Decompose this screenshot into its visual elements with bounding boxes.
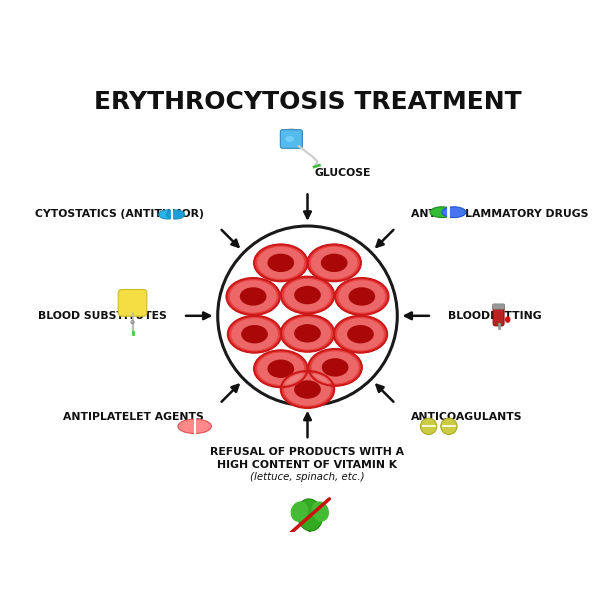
Ellipse shape bbox=[254, 350, 308, 387]
Ellipse shape bbox=[240, 287, 266, 306]
Ellipse shape bbox=[294, 286, 321, 304]
Ellipse shape bbox=[226, 278, 280, 315]
Ellipse shape bbox=[281, 277, 334, 313]
Ellipse shape bbox=[290, 501, 308, 521]
Ellipse shape bbox=[294, 324, 321, 343]
Circle shape bbox=[421, 418, 437, 435]
Ellipse shape bbox=[338, 280, 385, 313]
Text: BLOODLETTING: BLOODLETTING bbox=[448, 311, 542, 321]
FancyBboxPatch shape bbox=[493, 306, 504, 326]
Ellipse shape bbox=[268, 359, 294, 378]
Ellipse shape bbox=[268, 254, 294, 272]
Text: ANTIPLATELET AGENTS: ANTIPLATELET AGENTS bbox=[63, 413, 203, 422]
Ellipse shape bbox=[308, 349, 362, 386]
Text: CYTOSTATICS (ANTITUMOR): CYTOSTATICS (ANTITUMOR) bbox=[35, 209, 203, 219]
Ellipse shape bbox=[334, 316, 387, 353]
Circle shape bbox=[218, 226, 397, 405]
Text: BLOOD SUBSTITUTES: BLOOD SUBSTITUTES bbox=[38, 311, 167, 321]
Ellipse shape bbox=[127, 291, 138, 296]
Ellipse shape bbox=[311, 247, 358, 279]
Text: REFUSAL OF PRODUCTS WITH A: REFUSAL OF PRODUCTS WITH A bbox=[211, 447, 404, 457]
FancyBboxPatch shape bbox=[118, 289, 147, 316]
Ellipse shape bbox=[308, 245, 361, 281]
Ellipse shape bbox=[284, 317, 331, 349]
Ellipse shape bbox=[178, 419, 211, 434]
Text: (lettuce, spinach, etc.): (lettuce, spinach, etc.) bbox=[250, 472, 365, 483]
Ellipse shape bbox=[337, 318, 384, 350]
Ellipse shape bbox=[230, 280, 277, 313]
Ellipse shape bbox=[257, 247, 304, 279]
Ellipse shape bbox=[257, 353, 304, 385]
Ellipse shape bbox=[284, 279, 331, 311]
Ellipse shape bbox=[284, 373, 331, 405]
Ellipse shape bbox=[322, 358, 349, 377]
Ellipse shape bbox=[311, 501, 329, 521]
Ellipse shape bbox=[335, 278, 389, 315]
FancyBboxPatch shape bbox=[493, 304, 505, 309]
Ellipse shape bbox=[281, 315, 334, 352]
Ellipse shape bbox=[442, 207, 466, 218]
Ellipse shape bbox=[349, 287, 375, 306]
Ellipse shape bbox=[231, 318, 278, 350]
Ellipse shape bbox=[505, 316, 511, 323]
Text: ERYTHROCYTOSIS TREATMENT: ERYTHROCYTOSIS TREATMENT bbox=[94, 90, 521, 114]
Text: ANTI-INFLAMMATORY DRUGS: ANTI-INFLAMMATORY DRUGS bbox=[412, 209, 589, 219]
Circle shape bbox=[131, 321, 134, 324]
Ellipse shape bbox=[430, 207, 454, 218]
Ellipse shape bbox=[167, 210, 185, 219]
Ellipse shape bbox=[228, 316, 281, 353]
Ellipse shape bbox=[281, 371, 334, 408]
Ellipse shape bbox=[297, 499, 323, 531]
Ellipse shape bbox=[294, 380, 321, 399]
Circle shape bbox=[441, 418, 457, 435]
Ellipse shape bbox=[254, 245, 308, 281]
Text: HIGH CONTENT OF VITAMIN K: HIGH CONTENT OF VITAMIN K bbox=[217, 460, 398, 470]
Ellipse shape bbox=[159, 210, 177, 219]
Ellipse shape bbox=[285, 136, 294, 142]
Ellipse shape bbox=[321, 254, 347, 272]
Ellipse shape bbox=[347, 325, 374, 343]
Ellipse shape bbox=[241, 325, 268, 343]
Ellipse shape bbox=[284, 129, 299, 137]
Ellipse shape bbox=[312, 351, 358, 383]
Text: ANTICOAGULANTS: ANTICOAGULANTS bbox=[412, 413, 523, 422]
Text: GLUCOSE: GLUCOSE bbox=[314, 167, 371, 178]
FancyBboxPatch shape bbox=[280, 130, 302, 148]
